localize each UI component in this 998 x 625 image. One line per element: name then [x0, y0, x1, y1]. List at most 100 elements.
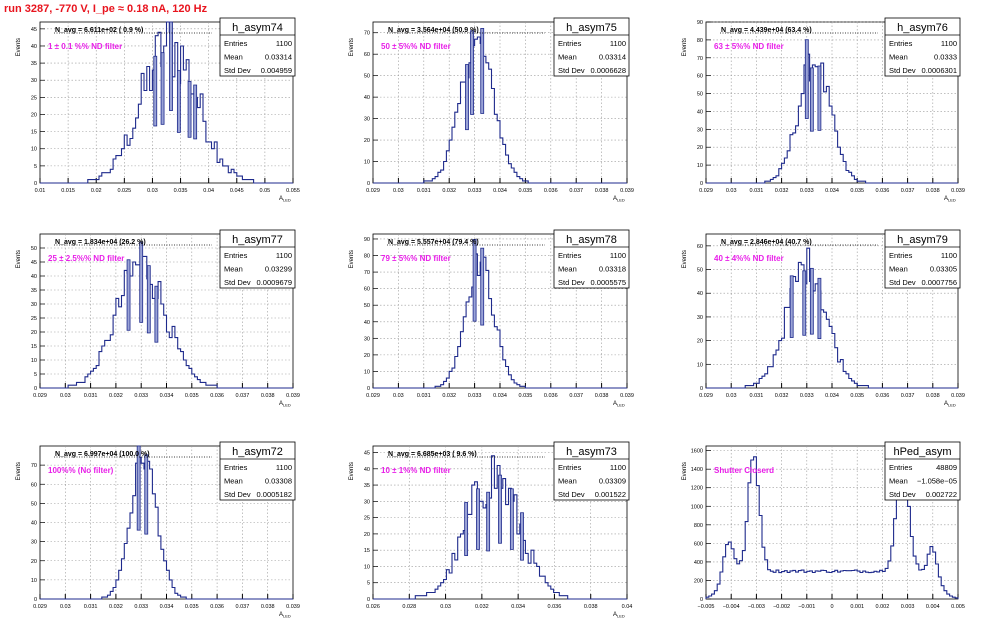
x-tick-label: 0.037 [236, 393, 250, 399]
histogram-name: h_asym75 [566, 22, 617, 34]
y-tick-label: 70 [31, 463, 37, 469]
x-tick-label: 0.034 [493, 188, 507, 194]
y-axis-label: Events [16, 38, 22, 56]
y-tick-label: 0 [34, 181, 37, 187]
x-tick-label: 0.035 [850, 393, 864, 399]
stats-key: Std Dev [224, 66, 251, 75]
x-tick-label: 0.032 [442, 188, 456, 194]
histogram-name: hPed_asym [893, 446, 951, 458]
stats-value: 0.001522 [595, 490, 626, 499]
y-tick-label: 0 [700, 386, 703, 392]
y-tick-label: 5 [34, 164, 37, 170]
histogram-bar [193, 84, 198, 140]
x-tick-label: 0.03 [60, 604, 71, 610]
stats-key: Entries [224, 463, 248, 472]
stats-key: Std Dev [224, 490, 251, 499]
x-tick-label: −0.004 [723, 604, 740, 610]
stats-value: 1100 [941, 251, 957, 260]
y-tick-label: 10 [364, 369, 370, 375]
x-tick-label: 0.035 [519, 393, 533, 399]
stats-value: 0.002722 [926, 490, 957, 499]
histogram-bar [187, 81, 192, 138]
y-tick-label: 20 [697, 145, 703, 151]
x-tick-label: 0.04 [203, 188, 214, 194]
y-tick-label: 45 [364, 451, 370, 457]
y-tick-label: 10 [31, 578, 37, 584]
histogram-line [373, 253, 627, 389]
x-tick-label: −0.005 [698, 604, 715, 610]
histogram-name: h_asym72 [232, 446, 283, 458]
histogram-pad-h_asym72: 0.029 0.03 0.031 0.032 0.033 0.034 0.035 0.036 0… [16, 441, 300, 619]
histogram-bar [465, 64, 469, 131]
y-tick-label: 20 [364, 353, 370, 359]
x-tick-label: 0.034 [493, 393, 507, 399]
x-tick-label: 0.033 [800, 188, 814, 194]
y-axis-label: Events [16, 250, 22, 268]
y-tick-label: 20 [31, 559, 37, 565]
x-axis-label: ALED [613, 612, 625, 619]
x-tick-label: 0.035 [174, 188, 188, 194]
y-tick-label: 50 [697, 92, 703, 98]
filter-annotation: 63 ± 5%% ND filter [714, 42, 784, 51]
navg-label: N_avg = 3.564e+04 (50.9 %) [388, 27, 479, 34]
stats-key: Std Dev [889, 490, 916, 499]
y-tick-label: 1200 [691, 486, 703, 492]
y-tick-label: 90 [697, 20, 703, 26]
x-tick-label: 0.038 [595, 393, 609, 399]
y-tick-label: 25 [31, 95, 37, 101]
x-tick-label: 0 [830, 604, 833, 610]
filter-annotation: 50 ± 5%% ND filter [381, 42, 451, 51]
x-tick-label: 0.032 [775, 393, 789, 399]
stats-key: Mean [558, 477, 577, 486]
y-tick-label: 40 [697, 291, 703, 297]
histogram-bar [470, 30, 474, 115]
y-tick-label: 20 [364, 532, 370, 538]
stats-value: 1100 [941, 39, 957, 48]
x-tick-label: 0.026 [366, 604, 380, 610]
histogram-pad-h_asym76: 0.029 0.03 0.031 0.032 0.033 0.034 0.035 0.036 0… [682, 17, 965, 203]
stats-value: 0.03314 [265, 53, 292, 62]
x-tick-label: 0.038 [261, 393, 275, 399]
stats-box [219, 441, 296, 501]
stats-key: Std Dev [889, 278, 916, 287]
stats-box [553, 441, 630, 501]
filter-annotation: 25 ± 2.5%% ND filter [48, 254, 124, 263]
x-tick-label: 0.036 [544, 188, 558, 194]
x-tick-label: 0.032 [109, 393, 123, 399]
x-tick-label: 0.038 [261, 604, 275, 610]
filter-annotation: 40 ± 4%% ND filter [714, 254, 784, 263]
y-tick-label: 10 [31, 358, 37, 364]
x-tick-label: 0.02 [91, 188, 102, 194]
histogram-line [705, 456, 959, 599]
y-axis-label: Events [682, 462, 688, 480]
stats-key: Entries [889, 39, 913, 48]
navg-label: N_avg = 2.846e+04 (40.7 %) [721, 239, 812, 246]
x-tick-label: 0.034 [825, 188, 839, 194]
y-tick-label: 90 [364, 237, 370, 243]
y-tick-label: 40 [364, 320, 370, 326]
y-tick-label: 40 [364, 95, 370, 101]
y-tick-label: 60 [697, 244, 703, 250]
x-tick-label: 0.036 [876, 393, 890, 399]
y-tick-label: 50 [364, 74, 370, 80]
stats-key: Std Dev [558, 490, 585, 499]
x-tick-label: 0.031 [750, 188, 764, 194]
y-tick-label: 10 [364, 564, 370, 570]
x-tick-label: 0.039 [620, 393, 634, 399]
x-tick-label: 0.029 [33, 604, 47, 610]
x-tick-label: 0.039 [951, 393, 965, 399]
x-tick-label: 0.032 [775, 188, 789, 194]
stats-value: 0.0009679 [257, 278, 292, 287]
y-tick-label: 1600 [691, 449, 703, 455]
x-tick-label: 0.015 [61, 188, 75, 194]
y-tick-label: 30 [697, 127, 703, 133]
x-tick-label: 0.03 [393, 188, 404, 194]
x-axis-label: ALED [279, 612, 291, 619]
x-tick-label: 0.025 [117, 188, 131, 194]
y-tick-label: 15 [31, 344, 37, 350]
stats-box [553, 17, 630, 77]
y-tick-label: 60 [697, 74, 703, 80]
histogram-bar [804, 39, 809, 119]
y-tick-label: 400 [694, 560, 703, 566]
y-tick-label: 20 [697, 339, 703, 345]
